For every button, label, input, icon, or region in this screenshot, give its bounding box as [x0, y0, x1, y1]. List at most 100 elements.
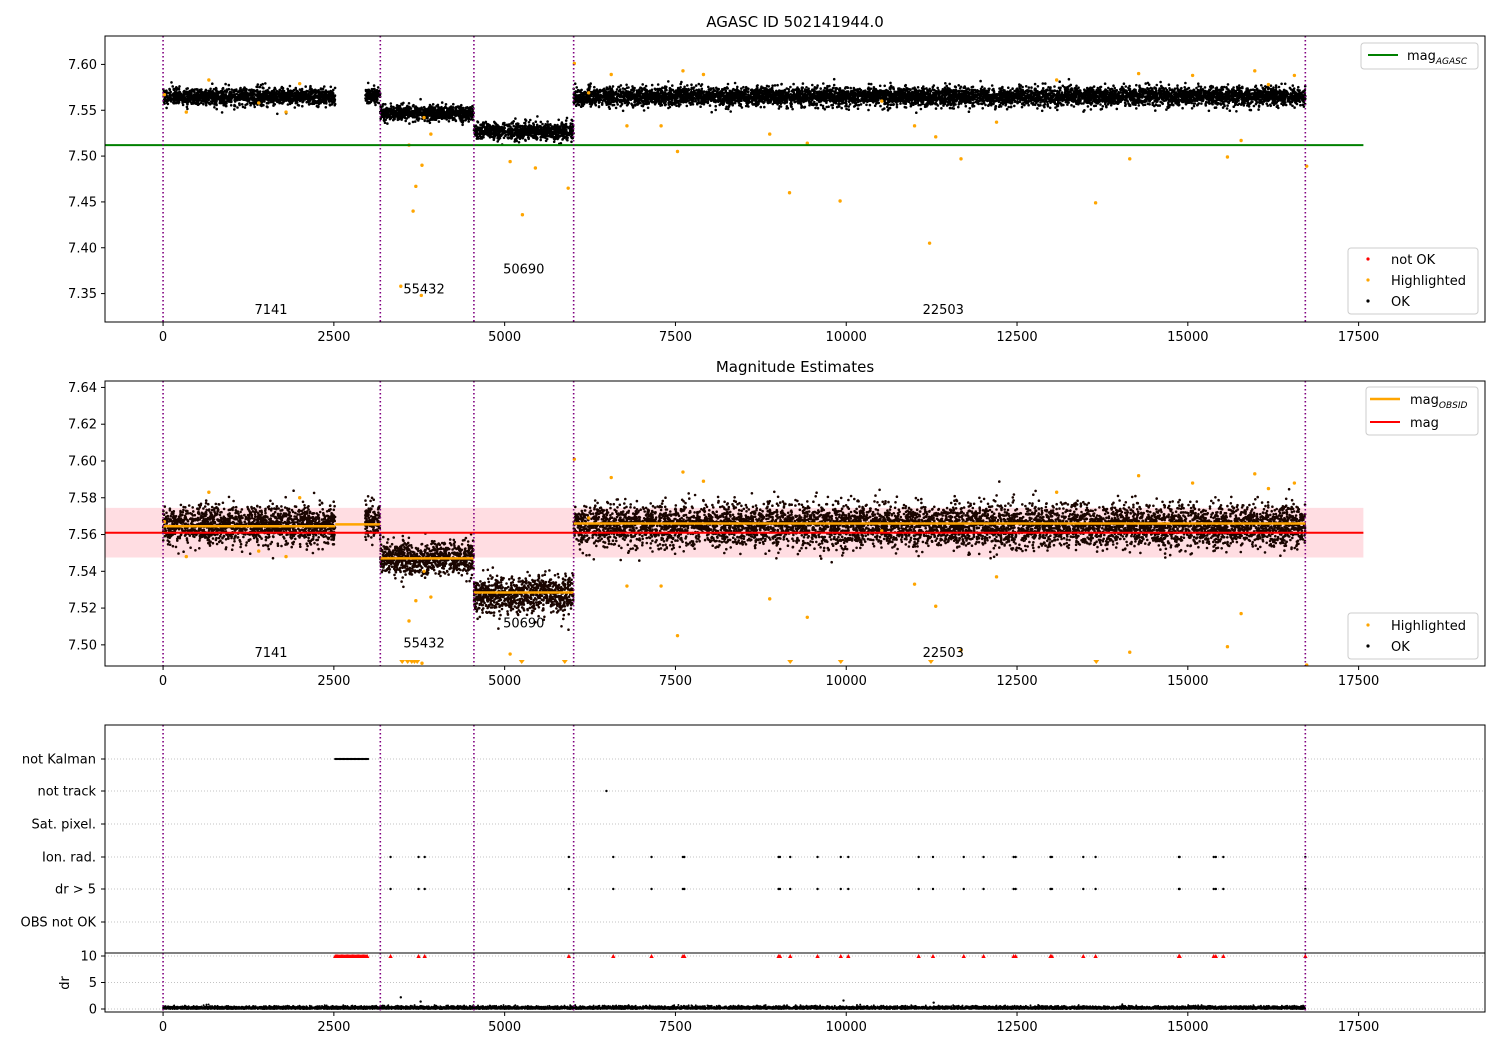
dr-gt-5-point: [650, 887, 653, 891]
ion-rad-point: [612, 855, 615, 859]
dr-clipped-marker: [916, 954, 921, 958]
highlighted-point: [1128, 157, 1132, 161]
dr-gt-5-point: [789, 887, 792, 891]
ion-rad-point: [839, 855, 842, 859]
dr-gt-5-point: [778, 887, 782, 891]
clipped-point-marker: [927, 660, 934, 664]
dr-gt-5-point: [1094, 887, 1097, 891]
highlighted-point: [701, 479, 706, 483]
ion-rad-point: [650, 855, 653, 859]
ion-rad-point: [1214, 855, 1218, 859]
dr-clipped-marker: [815, 954, 820, 958]
highlighted-point: [520, 213, 525, 217]
x-tick-label: 17500: [1338, 1020, 1379, 1035]
dr-axis-label: dr: [58, 976, 73, 990]
highlighted-point: [420, 163, 424, 167]
highlighted-point: [257, 549, 261, 553]
dr-gt-5-point: [567, 887, 571, 891]
highlighted-point: [422, 115, 426, 120]
highlighted-point: [399, 284, 403, 288]
obsid-segment-label: 55432: [403, 637, 444, 652]
panel-magnitude-title: Magnitude Estimates: [716, 358, 874, 376]
ok-points: [162, 77, 1307, 146]
flag-points: [162, 757, 1308, 1010]
dr-gt-5-point: [839, 887, 842, 891]
dr-clipped-marker: [566, 954, 572, 958]
highlighted-point: [994, 575, 999, 579]
ion-rad-point: [917, 855, 920, 859]
dr-clipped-marker: [365, 954, 370, 958]
legend-ok-label: OK: [1391, 295, 1410, 310]
dr-clipped-marker: [1177, 954, 1182, 958]
dr-gt-5-point: [1014, 887, 1017, 891]
y-tick-label: 7.55: [68, 104, 97, 119]
clipped-point-marker: [414, 660, 421, 664]
legend-mag-lines: magOBSID mag: [1365, 386, 1479, 436]
flag-row-label: not Kalman: [22, 753, 96, 768]
x-tick-label: 5000: [488, 1020, 521, 1035]
legend-mag-agasc: magAGASC: [1360, 42, 1479, 70]
legend-mag-label: mag: [1410, 416, 1439, 431]
dr-y-axis: 0 5 10: [80, 950, 105, 1018]
panel-magnitude-x-axis: 0 2500 5000 7500 10000 12500 15000 17500: [159, 666, 1379, 689]
panel-agasc-lines: [105, 36, 1364, 322]
flag-row-labels: not Kalman not track Sat. pixel. Ion. rad. d…: [21, 753, 105, 931]
dr-outlier-point: [932, 1001, 935, 1004]
panel-magnitude-lines: [105, 381, 1364, 666]
highlighted-point: [768, 597, 772, 601]
highlighted-point: [701, 72, 706, 77]
highlighted-point: [1253, 69, 1257, 73]
obsid-segment-label: 55432: [403, 283, 444, 298]
highlighted-point: [407, 619, 411, 623]
x-tick-label: 17500: [1338, 674, 1379, 689]
obsid-segment-label: 50690: [503, 262, 544, 277]
dr-tick-label: 10: [80, 950, 97, 965]
highlighted-point: [508, 159, 512, 164]
legend-ok-label-2: OK: [1391, 640, 1410, 655]
legend-mag-obsid-label: mag: [1410, 393, 1439, 408]
ion-rad-point: [1082, 855, 1085, 859]
legend-highlighted-label: Highlighted: [1391, 274, 1466, 289]
highlighted-point: [586, 91, 591, 95]
svg-text:magAGASC: magAGASC: [1407, 49, 1468, 67]
y-tick-label: 7.54: [68, 565, 97, 580]
dr-clipped-marker: [838, 954, 843, 958]
highlighted-point: [838, 199, 842, 203]
highlighted-point: [880, 99, 884, 103]
clipped-point-marker: [787, 660, 794, 664]
dr-clipped-marker: [388, 954, 393, 958]
ion-rad-point: [1212, 855, 1215, 859]
panel-agasc-title: AGASC ID 502141944.0: [706, 13, 884, 31]
dr-gt-5-point: [816, 887, 819, 891]
dr-gt-5-point: [1050, 887, 1054, 891]
ion-rad-point: [931, 855, 935, 859]
highlighted-point: [609, 72, 613, 77]
x-tick-label: 7500: [659, 1020, 692, 1035]
highlighted-point: [422, 569, 426, 574]
obsid-segment-label: 50690: [503, 616, 544, 631]
clipped-point-marker: [561, 660, 568, 664]
highlighted-point: [184, 554, 188, 559]
highlighted-point: [787, 191, 792, 195]
ion-rad-point: [982, 855, 985, 859]
svg-text:magOBSID: magOBSID: [1410, 393, 1468, 411]
y-tick-label: 7.62: [68, 418, 97, 433]
highlighted-point: [1239, 611, 1243, 616]
dr-tick-label: 0: [89, 1003, 97, 1018]
highlighted-point: [934, 604, 938, 608]
highlighted-point: [184, 110, 188, 114]
highlighted-point: [429, 132, 433, 136]
dr-clipped-marker: [1303, 954, 1308, 958]
y-tick-label: 7.35: [68, 287, 97, 302]
ion-rad-point: [1178, 855, 1181, 859]
dr-gt-5-point: [1178, 887, 1181, 891]
dr-clipped-marker: [611, 954, 616, 958]
highlighted-point: [768, 132, 772, 136]
panel-flags-frame: [104, 724, 1486, 1013]
panel-magnitude-y-axis: 7.50 7.52 7.54 7.56 7.58 7.60 7.62 7.64: [68, 381, 105, 653]
highlighted-point: [586, 516, 591, 520]
flag-row-label: Sat. pixel.: [32, 818, 96, 833]
highlighted-point: [414, 599, 418, 603]
ion-rad-point: [962, 855, 965, 859]
dr-clipped-marker: [1081, 954, 1086, 958]
